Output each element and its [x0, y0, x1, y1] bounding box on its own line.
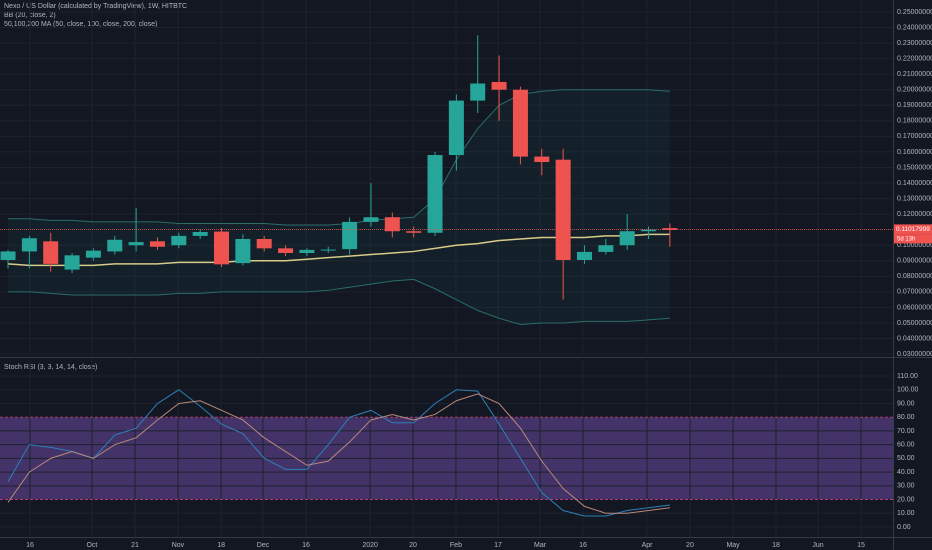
- candle-body: [363, 217, 379, 222]
- y-tick-label: 0.00: [897, 524, 911, 531]
- y-tick-label: 0.190000000: [897, 102, 932, 109]
- y-tick-label: 0.080000000: [897, 273, 932, 280]
- countdown-box: [894, 234, 932, 244]
- y-tick-label: 0.240000000: [897, 24, 932, 31]
- y-tick-label: 0.150000000: [897, 164, 932, 171]
- candle-body: [448, 100, 464, 156]
- y-tick-label: 70.00: [897, 428, 915, 435]
- candle-body: [149, 241, 165, 247]
- x-tick-label: Apr: [642, 542, 654, 549]
- candle-body: [427, 155, 443, 233]
- y-tick-label: 0.050000000: [897, 320, 932, 327]
- y-tick-label: 0.220000000: [897, 55, 932, 62]
- y-tick-label: 0.130000000: [897, 195, 932, 202]
- candle-body: [64, 255, 80, 270]
- y-tick-label: 0.170000000: [897, 133, 932, 140]
- candle-body: [619, 231, 635, 246]
- y-tick-label: 0.210000000: [897, 71, 932, 78]
- y-tick-label: 40.00: [897, 469, 915, 476]
- y-tick-label: 50.00: [897, 455, 915, 462]
- y-tick-label: 80.00: [897, 414, 915, 421]
- chart-title: Nexo / US Dollar (calculated by TradingV…: [4, 3, 187, 10]
- y-tick-label: 100.00: [897, 387, 919, 394]
- candle-body: [555, 159, 571, 260]
- x-tick-label: Mar: [534, 542, 547, 549]
- y-tick-label: 0.040000000: [897, 335, 932, 342]
- x-tick-label: Jun: [812, 542, 823, 549]
- indicator-line: [8, 89, 670, 226]
- y-tick-label: 110.00: [897, 373, 918, 380]
- candle-body: [43, 241, 59, 264]
- y-tick-label: 0.160000000: [897, 149, 932, 156]
- candle-body: [641, 229, 657, 232]
- x-tick-label: 18: [217, 542, 225, 549]
- bb-fill: [8, 89, 670, 325]
- indicator-label: 50,100,200 MA (50, close, 100, close, 20…: [4, 21, 157, 28]
- last-price-box: [894, 224, 932, 235]
- indicator-line: [8, 278, 670, 326]
- y-tick-label: 0.180000000: [897, 118, 932, 125]
- candle-body: [299, 249, 315, 253]
- x-tick-label: 15: [857, 542, 865, 549]
- y-tick-label: 0.120000000: [897, 211, 932, 218]
- y-tick-label: 10.00: [897, 510, 915, 517]
- candle-body: [171, 235, 187, 246]
- y-tick-label: 0.030000000: [897, 351, 932, 358]
- candle-body: [85, 250, 101, 258]
- y-tick-label: 0.090000000: [897, 258, 932, 265]
- candle-body: [534, 156, 550, 163]
- y-tick-label: 0.070000000: [897, 289, 932, 296]
- x-tick-label: Oct: [86, 542, 97, 549]
- x-tick-label: 16: [26, 542, 34, 549]
- candle-body: [128, 242, 144, 246]
- y-tick-label: 90.00: [897, 400, 915, 407]
- x-tick-label: Feb: [450, 542, 462, 549]
- candle-body: [21, 238, 37, 252]
- y-tick-label: 30.00: [897, 483, 915, 490]
- candle-body: [192, 232, 208, 236]
- y-tick-label: 0.060000000: [897, 304, 932, 311]
- stoch-line: [7, 393, 670, 514]
- x-tick-label: Dec: [257, 542, 270, 549]
- candle-body: [278, 248, 294, 253]
- x-tick-label: 18: [772, 542, 780, 549]
- candle-body: [491, 81, 507, 90]
- candle-body: [235, 238, 251, 264]
- x-tick-label: 17: [494, 542, 502, 549]
- y-tick-label: 0.140000000: [897, 180, 932, 187]
- x-tick-label: 16: [302, 542, 310, 549]
- candle-body: [598, 245, 614, 252]
- candle-body: [576, 251, 592, 260]
- candle-body: [256, 238, 272, 249]
- candle-body: [512, 89, 528, 157]
- candle-body: [470, 83, 486, 101]
- x-tick-label: 16: [579, 542, 587, 549]
- countdown-label: 5d 13h: [897, 236, 915, 242]
- y-tick-label: 0.230000000: [897, 40, 932, 47]
- last-price-label: 0.11017999: [896, 226, 930, 233]
- x-tick-label: May: [726, 542, 740, 549]
- candle-body: [384, 217, 400, 232]
- candle-body: [406, 231, 422, 233]
- y-tick-label: 0.250000000: [897, 9, 932, 16]
- y-tick-label: 60.00: [897, 442, 915, 449]
- y-tick-label: 0.100000000: [897, 242, 932, 249]
- candle-body: [342, 221, 358, 250]
- x-tick-label: 20: [409, 542, 417, 549]
- x-tick-label: 21: [131, 542, 139, 549]
- x-tick-label: Nov: [172, 542, 185, 549]
- stoch-line: [7, 389, 670, 517]
- candle-body: [320, 249, 336, 251]
- indicator-label: Stoch RSI (3, 3, 14, 14, close): [4, 364, 97, 371]
- candle-body: [0, 251, 16, 260]
- x-tick-label: 2020: [362, 542, 378, 549]
- candle-body: [662, 228, 678, 230]
- candle-body: [107, 239, 123, 252]
- y-tick-label: 20.00: [897, 496, 915, 503]
- y-tick-label: 0.200000000: [897, 87, 932, 94]
- x-tick-label: 20: [686, 542, 694, 549]
- candle-body: [214, 231, 230, 265]
